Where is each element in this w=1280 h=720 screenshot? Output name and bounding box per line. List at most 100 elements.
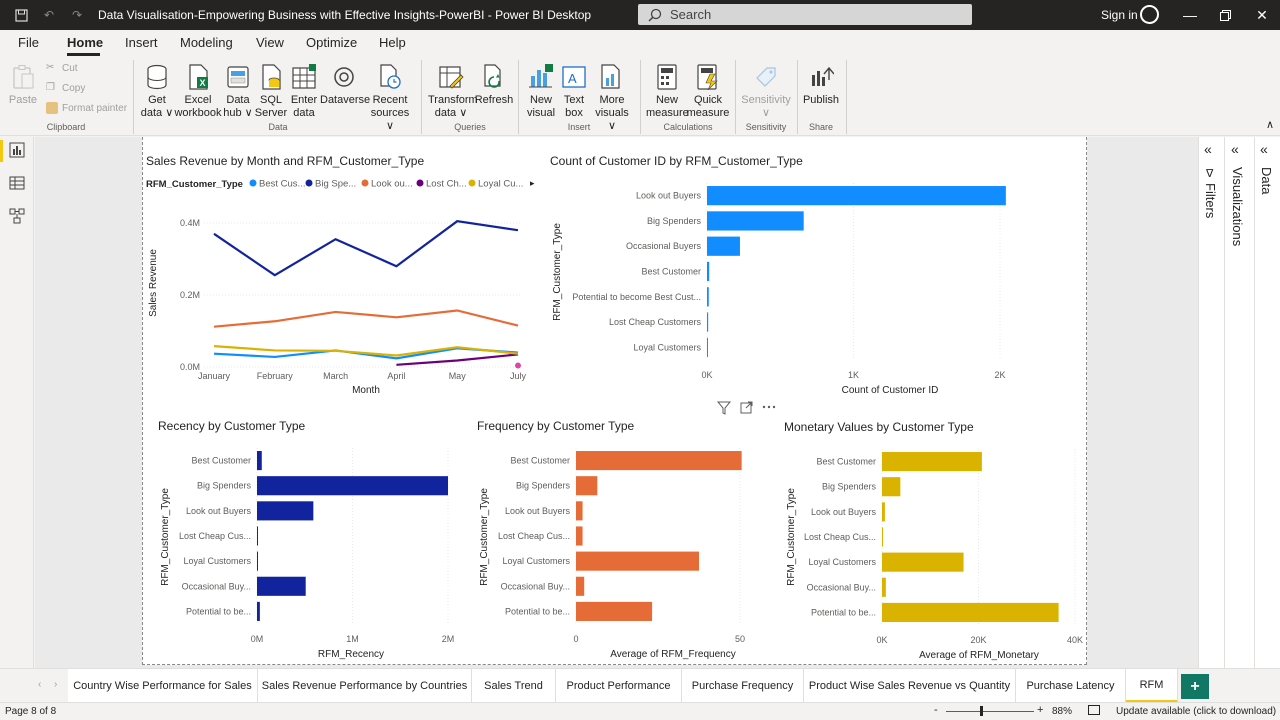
frequency-bar-chart[interactable]: Frequency by Customer Type 0 50 Best Custo…: [473, 410, 779, 662]
new-measure-button[interactable]: New measure: [646, 64, 689, 120]
transform-data-button[interactable]: Transform data ∨: [428, 64, 478, 120]
frequency-y-axis-title: RFM_Customer_Type: [479, 488, 490, 586]
close-icon[interactable]: ✕: [1256, 6, 1268, 23]
menu-file[interactable]: File: [18, 35, 39, 50]
update-available-link[interactable]: Update available (click to download): [1116, 706, 1277, 717]
redo-icon[interactable]: ↷: [71, 8, 83, 22]
add-page-button[interactable]: +: [1181, 674, 1209, 699]
bar: [257, 476, 448, 496]
zoom-in-icon[interactable]: +: [1037, 704, 1044, 716]
format-painter-button[interactable]: Format painter: [46, 102, 127, 114]
new-visual-button[interactable]: New visual: [524, 64, 558, 120]
expand-filters-icon[interactable]: «: [1204, 141, 1212, 157]
recent-sources-label-2: sources ∨: [370, 107, 410, 132]
expand-data-icon[interactable]: «: [1260, 141, 1268, 157]
dataverse-button[interactable]: Dataverse: [320, 64, 370, 107]
paste-button[interactable]: Paste: [8, 64, 38, 107]
publish-button[interactable]: Publish: [802, 64, 840, 107]
collapse-ribbon-icon[interactable]: ∧: [1266, 119, 1275, 131]
legend-next-icon[interactable]: ▸: [530, 178, 535, 188]
tab-purchase-frequency[interactable]: Purchase Frequency: [682, 669, 804, 703]
recency-bar-chart[interactable]: Recency by Customer Type 0M 1M 2M Best Cust…: [154, 410, 470, 662]
tab-country-wise-performance[interactable]: Country Wise Performance for Sales: [68, 669, 258, 703]
menu-insert[interactable]: Insert: [125, 35, 158, 50]
frequency-chart-title: Frequency by Customer Type: [477, 419, 635, 433]
tab-product-wise-sales[interactable]: Product Wise Sales Revenue vs Quantity: [804, 669, 1016, 703]
zoom-slider[interactable]: [946, 711, 1034, 712]
x-tick-label: 40K: [1067, 635, 1083, 645]
monetary-bar-chart[interactable]: Monetary Values by Customer Type 0K 20K 40…: [780, 410, 1086, 662]
category-label: Potential to be...: [505, 606, 570, 616]
focus-mode-icon[interactable]: [740, 401, 753, 414]
window-title: Data Visualisation-Empowering Business w…: [98, 8, 592, 22]
data-pane[interactable]: « Data: [1254, 137, 1280, 668]
minimize-icon[interactable]: —: [1183, 7, 1197, 23]
search-box[interactable]: Search: [638, 4, 972, 25]
get-data-button[interactable]: Get data ∨: [138, 64, 176, 120]
tab-sales-trend[interactable]: Sales Trend: [472, 669, 556, 703]
text-box-button[interactable]: A Text box: [558, 64, 590, 120]
menu-modeling[interactable]: Modeling: [180, 35, 233, 50]
category-label: Potential to be...: [186, 606, 251, 616]
zoom-out-icon[interactable]: -: [934, 704, 938, 716]
tab-purchase-latency[interactable]: Purchase Latency: [1016, 669, 1126, 703]
data-hub-button[interactable]: Data hub ∨: [220, 64, 256, 120]
menu-home[interactable]: Home: [67, 35, 104, 50]
tab-sales-revenue-performance[interactable]: Sales Revenue Performance by Countries: [258, 669, 472, 703]
avatar-icon[interactable]: [1140, 5, 1159, 24]
sensitivity-button[interactable]: Sensitivity ∨: [740, 64, 792, 120]
category-label: Lost Cheap Customers: [609, 317, 702, 327]
dataverse-icon: [334, 67, 354, 87]
more-options-icon[interactable]: [762, 405, 776, 409]
refresh-button[interactable]: Refresh: [474, 64, 514, 107]
copy-button[interactable]: ❐ Copy: [46, 82, 85, 94]
quick-measure-button[interactable]: Quick measure: [686, 64, 730, 120]
menu-view[interactable]: View: [256, 35, 284, 50]
category-label: Lost Cheap Cus...: [498, 531, 570, 541]
transform-label-1: Transform: [428, 94, 478, 106]
recent-sources-button[interactable]: Recent sources ∨: [366, 64, 414, 133]
category-label: Best Customer: [510, 456, 570, 466]
bar: [576, 451, 742, 471]
excel-workbook-button[interactable]: X Excel workbook: [174, 64, 222, 120]
fit-to-page-icon[interactable]: [1088, 705, 1100, 715]
x-tick-label: 2M: [442, 634, 455, 644]
tab-scroll-left-icon[interactable]: ‹: [38, 679, 42, 690]
x-tick-label: March: [323, 371, 348, 381]
more-visuals-button[interactable]: More visuals ∨: [590, 64, 634, 133]
tab-rfm[interactable]: RFM: [1126, 669, 1178, 703]
sql-label-1: SQL: [259, 94, 282, 106]
enter-data-button[interactable]: Enter data: [288, 64, 320, 120]
legend-title: RFM_Customer_Type: [146, 179, 243, 190]
legend-marker: [305, 179, 313, 187]
filter-icon[interactable]: [716, 401, 732, 415]
sql-server-button[interactable]: SQL Server: [254, 64, 288, 120]
filters-pane[interactable]: « ∇ Filters: [1198, 137, 1224, 668]
cut-button[interactable]: ✂ Cut: [46, 62, 78, 74]
tab-scroll-right-icon[interactable]: ›: [54, 679, 58, 690]
count-customer-bar-chart[interactable]: Count of Customer ID by RFM_Customer_Typ…: [546, 145, 1076, 400]
status-bar: Page 8 of 8 - + 88% Update available (cl…: [0, 702, 1280, 720]
bar: [707, 186, 1006, 206]
x-tick-label: July: [510, 371, 527, 381]
bar: [882, 577, 886, 597]
zoom-slider-thumb[interactable]: [980, 706, 983, 716]
copy-label: Copy: [62, 82, 86, 94]
sign-in-link[interactable]: Sign in: [1101, 8, 1138, 22]
menu-optimize[interactable]: Optimize: [306, 35, 358, 50]
sales-revenue-line-chart[interactable]: Sales Revenue by Month and RFM_Customer_…: [142, 145, 542, 400]
category-label: Occasional Buy...: [807, 582, 876, 592]
model-view-icon[interactable]: [9, 208, 25, 224]
sensitivity-group-label: Sensitivity: [745, 122, 787, 132]
visualizations-pane[interactable]: « Visualizations: [1224, 137, 1254, 668]
tab-product-performance[interactable]: Product Performance: [556, 669, 682, 703]
report-view-icon[interactable]: [9, 142, 25, 158]
menu-help[interactable]: Help: [379, 35, 406, 50]
undo-icon[interactable]: ↶: [43, 8, 55, 22]
expand-visualizations-icon[interactable]: «: [1231, 141, 1239, 157]
table-view-icon[interactable]: [9, 175, 25, 191]
category-label: Look out Buyers: [505, 506, 571, 516]
save-icon[interactable]: [14, 8, 28, 22]
restore-icon[interactable]: [1215, 5, 1235, 25]
text-box-label-2: box: [565, 107, 583, 119]
